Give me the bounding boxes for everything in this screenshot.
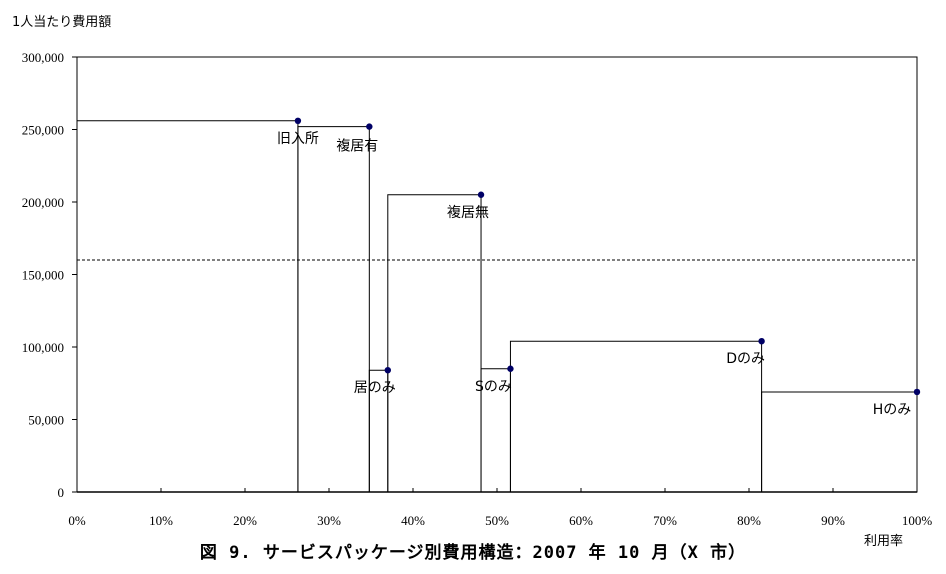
x-tick-label: 40%: [401, 513, 425, 528]
y-tick-label: 150,000: [22, 268, 64, 283]
data-point: [384, 367, 391, 374]
segment-label: 旧入所: [277, 131, 319, 147]
y-tick-label: 200,000: [22, 195, 64, 210]
x-axis-title: 利用率: [864, 533, 903, 549]
segment-label: 居のみ: [354, 380, 396, 396]
y-tick-label: 300,000: [22, 50, 64, 65]
x-tick-label: 80%: [737, 513, 761, 528]
x-tick-label: 100%: [902, 513, 933, 528]
x-tick-label: 0%: [68, 513, 86, 528]
plot-area: [76, 56, 918, 493]
segment-label: 複居有: [336, 138, 378, 155]
chart-caption: 図 9. サービスパッケージ別費用構造：2007 年 10 月（X 市）: [200, 542, 746, 563]
step-segment: [761, 391, 918, 492]
x-tick-label: 10%: [149, 513, 173, 528]
data-point: [294, 117, 302, 125]
x-tick-label: 30%: [317, 513, 341, 528]
data-point: [758, 338, 765, 345]
segment-label: 複居無: [447, 204, 489, 221]
x-tick-label: 60%: [569, 513, 593, 528]
segment-label: Hのみ: [873, 402, 912, 418]
segment-label: Sのみ: [475, 379, 512, 395]
data-point: [477, 191, 485, 198]
data-point: [366, 123, 373, 130]
segment-label: Dのみ: [726, 351, 765, 367]
y-axis-title: 1人当たり費用額: [12, 15, 111, 30]
step-segment: [77, 120, 299, 492]
y-tick-label: 100,000: [22, 340, 64, 355]
step-segment: [297, 126, 370, 492]
x-tick-label: 20%: [233, 513, 257, 528]
y-tick-label: 0: [58, 485, 65, 500]
x-tick-label: 90%: [821, 513, 845, 528]
x-tick-label: 70%: [653, 513, 677, 528]
data-point: [913, 388, 921, 396]
y-tick-label: 50,000: [28, 413, 64, 428]
data-point: [507, 365, 514, 372]
x-tick-label: 50%: [485, 513, 509, 528]
step-segment: [509, 340, 763, 492]
step-segment: [387, 194, 482, 492]
y-tick-label: 250,000: [22, 123, 64, 138]
